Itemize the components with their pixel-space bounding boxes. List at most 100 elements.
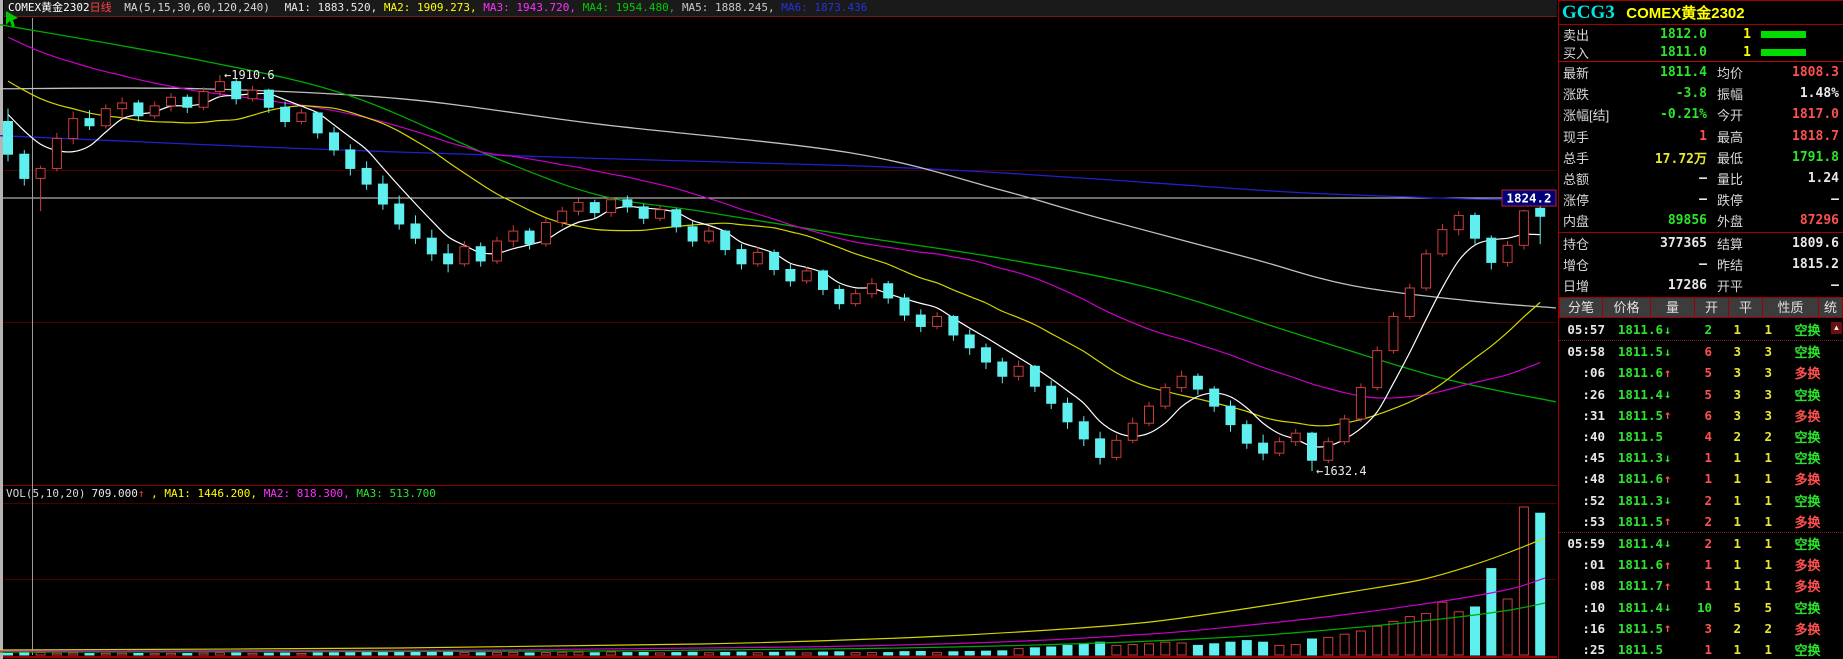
tick-header-cell[interactable]: 统 (1819, 297, 1843, 318)
quote-value: 87296 (1799, 213, 1839, 229)
tick-price: 1811.5 (1617, 407, 1663, 423)
tick-header-cell[interactable]: 量 (1651, 297, 1695, 318)
tick-price: 1811.5 (1617, 429, 1663, 445)
cursor-arrow-icon (6, 11, 18, 27)
quote-row: 现手 1 最高 1818.7 (1559, 126, 1843, 147)
tick-volume: 6 (1704, 344, 1712, 360)
quote-label: 现手 (1563, 129, 1590, 145)
tick-header-cell[interactable]: 开 (1695, 297, 1729, 318)
tick-nature: 空换 (1794, 451, 1821, 467)
quote-row: 总额 – 量比 1.24 (1559, 168, 1843, 189)
tick-close: 2 (1764, 429, 1772, 445)
tick-header-cell[interactable]: 价格 (1603, 297, 1651, 318)
price-label-text: 1824.2 (1506, 191, 1551, 206)
tick-time: :06 (1582, 365, 1605, 381)
tick-time: 05:57 (1567, 322, 1605, 338)
bid-qty: 1 (1743, 44, 1751, 60)
tick-volume: 2 (1704, 513, 1712, 529)
ask-price: 1812.0 (1660, 26, 1707, 42)
chart-bottom-border (3, 656, 1557, 658)
tick-volume: 1 (1704, 578, 1712, 594)
tick-nature: 多换 (1794, 579, 1821, 595)
price-label-box (1501, 189, 1557, 207)
tick-price: 1811.6 (1617, 471, 1663, 487)
tick-open: 1 (1733, 578, 1741, 594)
tick-row: 05:57 1811.6 ↓ 2 1 1 空换 (1559, 319, 1843, 342)
ma-legend-item: , MA1: 1446.200, (151, 487, 264, 500)
tick-close: 3 (1764, 386, 1772, 402)
ma2-line (7, 80, 1541, 427)
contract-name: COMEX黄金2302 (1626, 5, 1745, 22)
tick-header-cell[interactable]: 平 (1729, 297, 1763, 318)
quote-row: 持仓 377365 结算 1809.6 (1559, 231, 1843, 254)
quote-value: 17.72万 (1654, 151, 1707, 167)
quote-value: 377365 (1660, 235, 1707, 251)
tick-header-cell[interactable]: 性质 (1763, 297, 1819, 318)
ma-legend-item: MA1: 1883.520, (284, 1, 384, 14)
ma-legend: MA1: 1883.520, MA2: 1909.273, MA3: 1943.… (285, 1, 868, 14)
tick-time: :10 (1582, 599, 1605, 615)
tick-open: 3 (1733, 407, 1741, 423)
quote-label: 涨停 (1563, 193, 1590, 209)
tick-open: 1 (1733, 557, 1741, 573)
tick-price: 1811.6 (1617, 322, 1663, 338)
tick-close: 3 (1764, 407, 1772, 423)
kline-chart[interactable]: ←1910.6 ←1632.4 1824.2 (0, 0, 1558, 659)
tick-open: 2 (1733, 429, 1741, 445)
tick-volume: 1 (1704, 450, 1712, 466)
tick-row: :31 1811.5 ↑ 6 3 3 多换 (1559, 405, 1843, 426)
quote-value: – (1699, 256, 1707, 272)
quote-label: 涨跌 (1563, 87, 1590, 103)
tick-open: 1 (1733, 535, 1741, 551)
tick-price: 1811.5 (1617, 513, 1663, 529)
tick-time: :48 (1582, 471, 1605, 487)
tick-nature: 多换 (1794, 514, 1821, 530)
quote-label: 外盘 (1717, 214, 1744, 230)
quote-label: 总额 (1563, 172, 1590, 188)
tick-time: :16 (1582, 620, 1605, 636)
price-arrow-icon: ↓ (1664, 600, 1672, 615)
tick-open: 3 (1733, 344, 1741, 360)
tick-nature: 多换 (1794, 472, 1821, 488)
ask-label: 卖出 (1563, 27, 1590, 43)
volume-header: VOL(5,10,20) 709.000↑ , MA1: 1446.200, MA… (6, 487, 436, 500)
price-arrow-icon: ↑ (1664, 578, 1672, 593)
tick-scroll-up-button[interactable]: ▲ (1831, 322, 1842, 334)
tick-volume: 6 (1704, 407, 1712, 423)
bid-price: 1811.0 (1660, 44, 1707, 60)
vol-ma-legend: , MA1: 1446.200, MA2: 818.300, MA3: 513.… (151, 487, 436, 500)
tick-price: 1811.6 (1617, 365, 1663, 381)
quote-row: 涨停 – 跌停 – (1559, 189, 1843, 210)
contract-code: GCG3 (1562, 2, 1615, 23)
tick-volume: 2 (1704, 535, 1712, 551)
tick-close: 2 (1764, 620, 1772, 636)
tick-volume: 2 (1704, 322, 1712, 338)
quote-value: 1818.7 (1792, 128, 1839, 144)
price-arrow-icon: ↓ (1664, 493, 1672, 508)
vol-up-arrow-icon: ↑ (137, 487, 145, 500)
quote-label: 振幅 (1717, 87, 1744, 103)
tick-volume: 1 (1704, 471, 1712, 487)
tick-time: :45 (1582, 450, 1605, 466)
chart-symbol: COMEX黄金2302 (8, 1, 90, 14)
tick-table-header: 分笔 价格量开平性质统 (1559, 297, 1843, 318)
tick-open: 3 (1733, 386, 1741, 402)
price-arrow-icon: ↓ (1664, 450, 1672, 465)
tick-header-cell[interactable]: 分笔 (1559, 297, 1603, 318)
quote-row: 内盘 89856 外盘 87296 (1559, 210, 1843, 231)
quote-value: 1 (1699, 128, 1707, 144)
quote-value: 1808.3 (1792, 65, 1839, 81)
quote-row: 涨跌 -3.8 振幅 1.48% (1559, 83, 1843, 104)
tick-price: 1811.4 (1617, 535, 1663, 551)
vol-ma3-line (0, 602, 1546, 653)
tick-open: 2 (1733, 620, 1741, 636)
quote-label: 跌停 (1717, 193, 1744, 209)
tick-row: :10 1811.4 ↓ 10 5 5 空换 (1559, 596, 1843, 617)
quote-grid: 最新 1811.4 均价 1808.3 涨跌 -3.8 振幅 1.48% 涨幅[结] -0.21%… (1559, 62, 1843, 296)
tick-nature: 空换 (1794, 323, 1821, 339)
tick-nature: 空换 (1794, 600, 1821, 616)
tick-close: 1 (1764, 641, 1772, 657)
quote-value: 1791.8 (1792, 149, 1839, 165)
tick-time: :52 (1582, 492, 1605, 508)
quote-value: 17286 (1667, 277, 1707, 293)
